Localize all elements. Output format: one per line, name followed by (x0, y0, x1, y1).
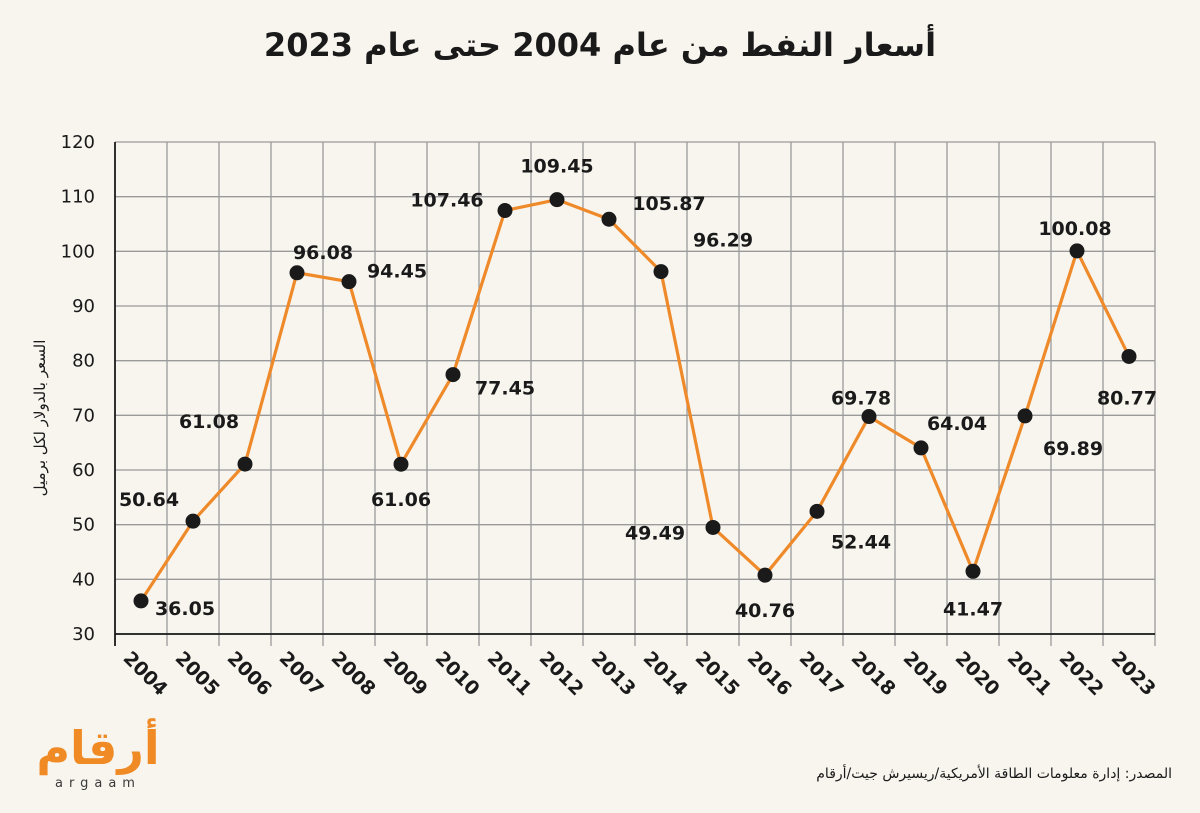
axes (114, 142, 1155, 646)
x-tick-label: 2016 (743, 647, 796, 700)
data-point (913, 440, 929, 456)
x-tick-label: 2005 (171, 647, 224, 700)
data-label: 64.04 (927, 413, 987, 435)
data-point (965, 563, 981, 579)
data-label: 77.45 (475, 378, 535, 400)
data-point (549, 192, 565, 208)
data-point (497, 203, 513, 219)
data-point (445, 367, 461, 383)
source-note: المصدر: إدارة معلومات الطاقة الأمريكية/ر… (816, 766, 1172, 782)
data-labels: 36.05 50.64 61.08 96.08 94.45 61.06 77.45 107.4… (119, 156, 1157, 623)
x-tick-label: 2023 (1107, 647, 1160, 700)
data-point (237, 456, 253, 472)
grid-lines (115, 141, 1156, 646)
data-label: 61.08 (179, 411, 239, 433)
logo-latin-text: argaam (55, 776, 141, 791)
y-tick-label: 100 (61, 241, 95, 262)
x-tick-label: 2004 (119, 647, 172, 700)
data-point (393, 456, 409, 472)
data-point (601, 211, 617, 227)
data-label: 94.45 (367, 261, 427, 283)
y-tick-label: 60 (72, 460, 95, 481)
data-point (1121, 348, 1137, 364)
x-tick-label: 2006 (223, 647, 276, 700)
data-point (653, 264, 669, 280)
data-point (1069, 243, 1085, 259)
data-label: 52.44 (831, 531, 891, 553)
x-tick-label: 2014 (639, 647, 692, 700)
data-label: 105.87 (632, 193, 705, 215)
y-axis-label: السعر بالدولار لكل برميل (31, 339, 49, 497)
y-tick-label: 50 (72, 515, 95, 536)
price-series (133, 192, 1137, 609)
y-tick-label: 80 (72, 351, 95, 372)
data-label: 40.76 (735, 600, 795, 622)
chart-title: أسعار النفط من عام 2004 حتى عام 2023 (263, 26, 937, 64)
x-tick-label: 2009 (379, 647, 432, 700)
x-tick-label: 2011 (483, 647, 536, 700)
data-label: 36.05 (155, 598, 215, 620)
data-point (1017, 408, 1033, 424)
data-label: 96.29 (693, 230, 753, 252)
y-tick-label: 120 (61, 132, 95, 153)
y-tick-labels: 30 40 50 60 70 80 90 100 110 120 (61, 132, 95, 645)
x-tick-label: 2021 (1003, 647, 1056, 700)
y-tick-label: 30 (72, 624, 95, 645)
data-label: 49.49 (625, 522, 685, 544)
data-label: 69.89 (1043, 438, 1103, 460)
data-label: 61.06 (371, 489, 431, 511)
x-tick-label: 2015 (691, 647, 744, 700)
data-label: 41.47 (943, 598, 1003, 620)
data-label: 69.78 (831, 388, 891, 410)
data-point (185, 513, 201, 529)
data-label: 100.08 (1038, 218, 1111, 240)
data-point (705, 519, 721, 535)
logo-arabic-text: أرقام (36, 721, 160, 775)
y-tick-label: 90 (72, 296, 95, 317)
x-tick-label: 2012 (535, 647, 588, 700)
x-tick-label: 2020 (951, 647, 1004, 700)
x-tick-label: 2017 (795, 647, 848, 700)
x-tick-labels: 2004 2005 2006 2007 2008 2009 2010 2011 2012 2013… (119, 647, 1160, 700)
x-tick-label: 2022 (1055, 647, 1108, 700)
data-point (757, 567, 773, 583)
data-point (809, 503, 825, 519)
x-tick-label: 2018 (847, 647, 900, 700)
data-point (289, 265, 305, 281)
data-label: 50.64 (119, 489, 179, 511)
data-point (133, 593, 149, 609)
x-tick-label: 2008 (327, 647, 380, 700)
x-tick-label: 2019 (899, 647, 952, 700)
x-tick-label: 2013 (587, 647, 640, 700)
data-point (861, 409, 877, 425)
data-label: 96.08 (293, 242, 353, 264)
argaam-logo: أرقام argaam (28, 722, 168, 798)
x-tick-label: 2010 (431, 647, 484, 700)
y-tick-label: 110 (61, 187, 95, 208)
data-label: 107.46 (410, 190, 483, 212)
series-line (139, 198, 1131, 602)
data-label: 80.77 (1097, 387, 1157, 409)
data-point (341, 274, 357, 290)
data-label: 109.45 (520, 156, 593, 178)
y-tick-label: 40 (72, 569, 95, 590)
y-tick-label: 70 (72, 405, 95, 426)
x-tick-label: 2007 (275, 647, 328, 700)
